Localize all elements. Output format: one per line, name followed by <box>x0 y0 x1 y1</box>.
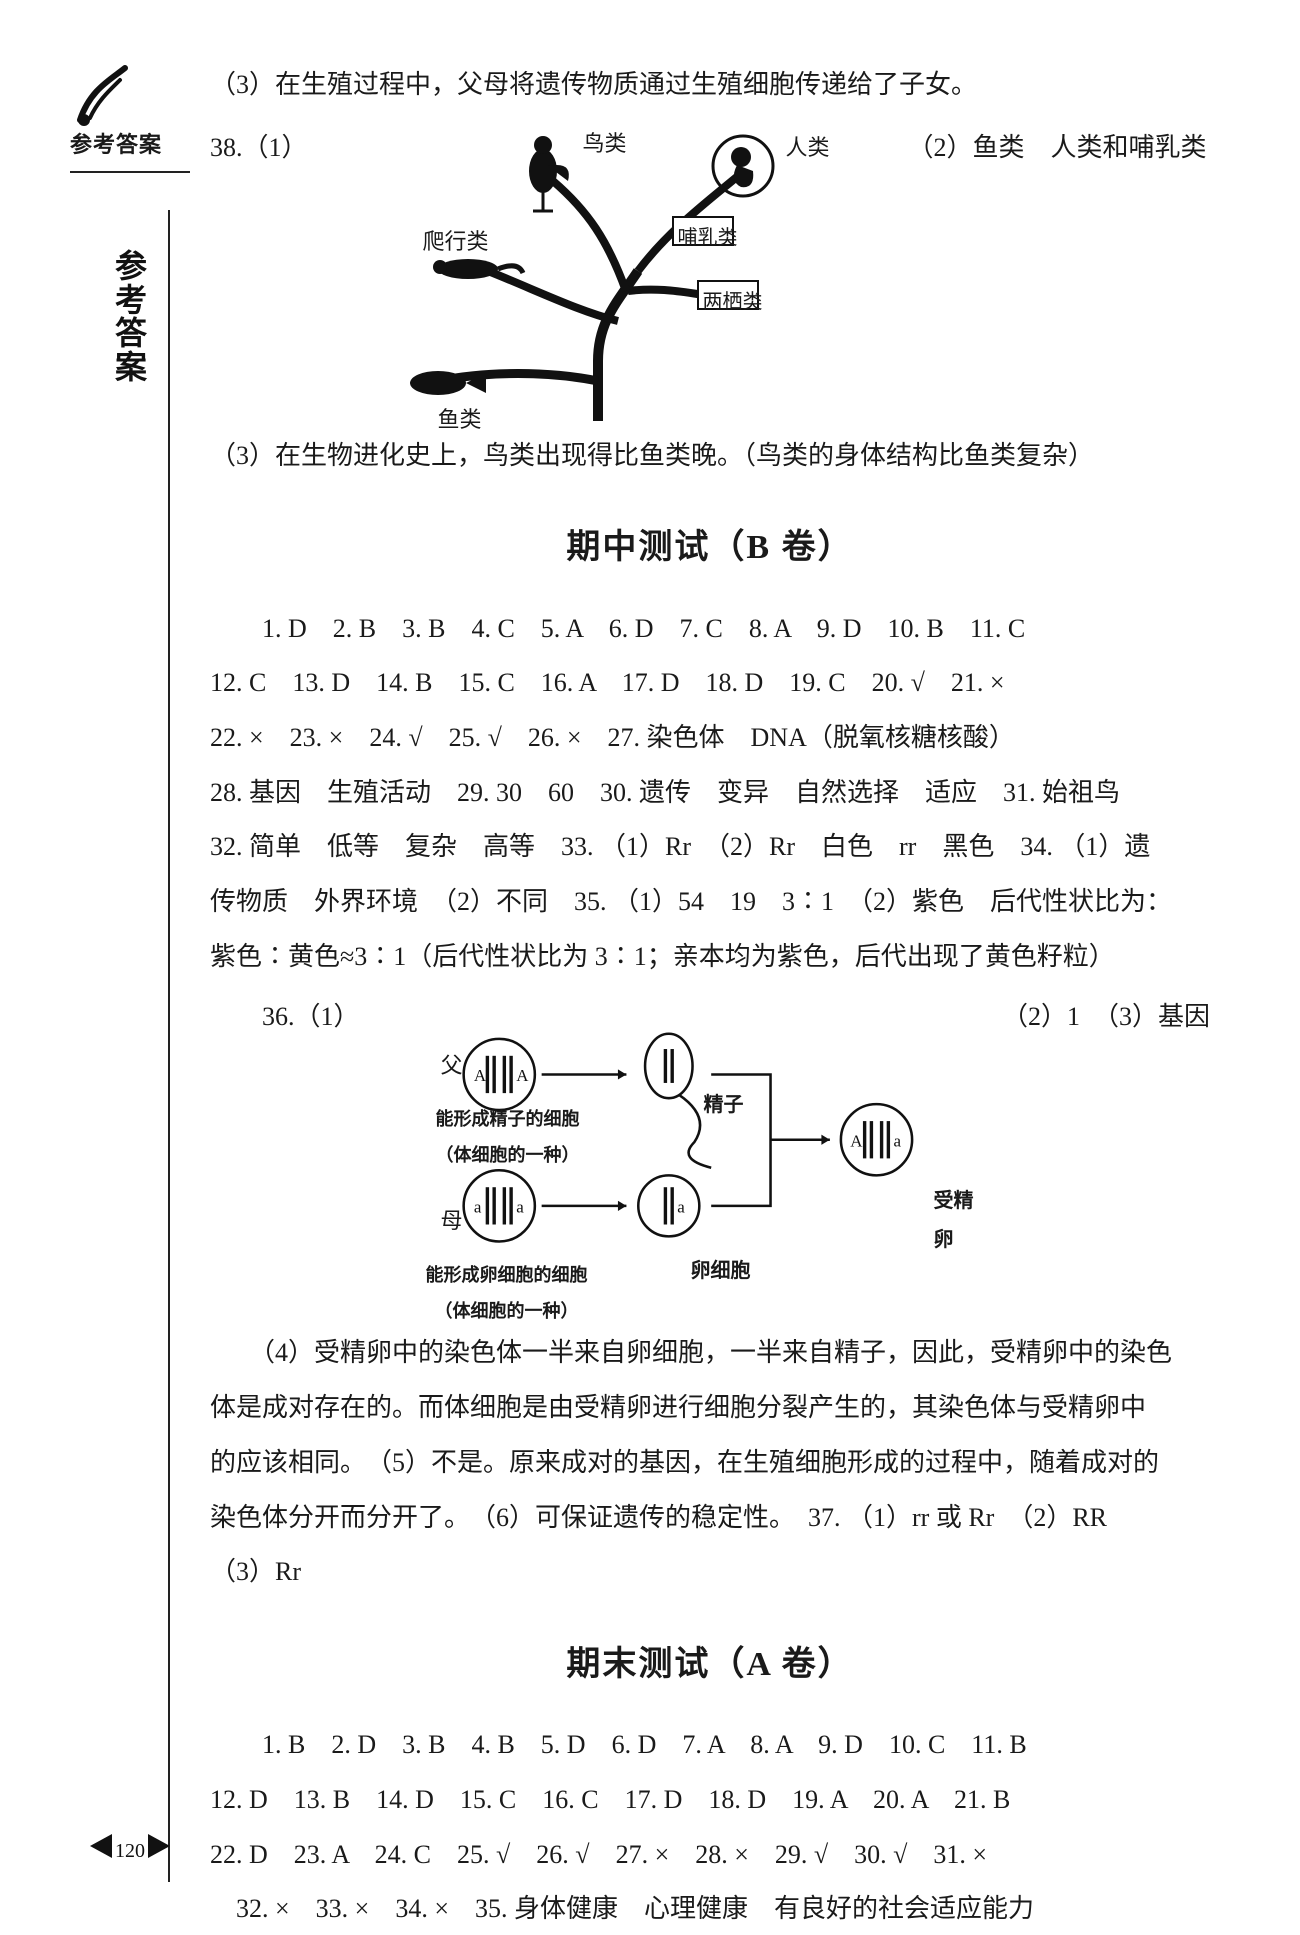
answer-line: （4）受精卵中的染色体一半来自卵细胞，一半来自精子，因此，受精卵中的染色 <box>210 1328 1210 1379</box>
svg-text:a: a <box>893 1132 901 1151</box>
final-a-title: 期末测试（A 卷） <box>210 1632 1210 1698</box>
midterm-b-title: 期中测试（B 卷） <box>210 515 1210 581</box>
answer-line: 1. D 2. B 3. B 4. C 5. A 6. D 7. C 8. A … <box>210 604 1210 655</box>
answer-37-3: （3）在生殖过程中，父母将遗传物质通过生殖细胞传递给了子女。 <box>210 60 1210 111</box>
side-tab: 参 考 答 案 <box>110 250 152 384</box>
svg-text:A: A <box>850 1132 863 1151</box>
answer-38-row: 38.（1） <box>210 115 1210 431</box>
answer-36-lead: 36.（1） <box>210 986 366 1043</box>
fig2-label-sperm-cell: 能形成精子的细胞 （体细胞的一种） <box>436 1102 580 1172</box>
answer-line: 紫色∶黄色≈3∶1（后代性状比为 3∶1；亲本均为紫色，后代出现了黄色籽粒） <box>210 932 1210 983</box>
side-tab-char: 考 <box>110 284 152 318</box>
answer-36-row: 36.（1） A A a <box>210 986 1210 1328</box>
corner-underline <box>70 171 190 173</box>
fig1-label-human: 人类 <box>786 127 830 170</box>
answer-38-3: （3）在生物进化史上，鸟类出现得比鱼类晚。（鸟类的身体结构比鱼类复杂） <box>210 431 1210 482</box>
corner-badge: 参考答案 <box>70 60 220 170</box>
fig2-label-father: 父 <box>441 1045 463 1088</box>
answer-line: （3）Rr <box>210 1547 1210 1598</box>
side-tab-char: 答 <box>110 317 152 351</box>
svg-text:A: A <box>473 1067 486 1086</box>
corner-label: 参考答案 <box>70 124 220 167</box>
fertilization-diagram: A A a a <box>406 990 982 1320</box>
answer-line: 12. C 13. D 14. B 15. C 16. A 17. D 18. … <box>210 658 1210 709</box>
answer-line: 22. × 23. × 24. √ 25. √ 26. × 27. 染色体 DN… <box>210 713 1210 764</box>
content: （3）在生殖过程中，父母将遗传物质通过生殖细胞传递给了子女。 38.（1） <box>210 60 1210 1935</box>
fig2-label-egg-cell: 能形成卵细胞的细胞 （体细胞的一种） <box>426 1258 588 1328</box>
side-tab-char: 案 <box>110 351 152 385</box>
fig1-label-reptile: 爬行类 <box>423 221 489 264</box>
answer-line: 体是成对存在的。而体细胞是由受精卵进行细胞分裂产生的，其染色体与受精卵中 <box>210 1383 1210 1434</box>
answer-38-after: （2）鱼类 人类和哺乳类 <box>908 115 1207 174</box>
answer-line: 32. 简单 低等 复杂 高等 33. （1）Rr （2）Rr 白色 rr 黑色… <box>210 822 1210 873</box>
answer-line: 1. B 2. D 3. B 4. B 5. D 6. D 7. A 8. A … <box>210 1720 1210 1771</box>
answer-line: 12. D 13. B 14. D 15. C 16. C 17. D 18. … <box>210 1775 1210 1826</box>
answer-line: 28. 基因 生殖活动 29. 30 60 30. 遗传 变异 自然选择 适应 … <box>210 768 1210 819</box>
evolution-tree-figure: 鸟类 人类 哺乳类 爬行类 两栖类 鱼类 <box>368 121 888 421</box>
brush-icon <box>70 60 140 130</box>
answer-38-lead: 38.（1） <box>210 115 308 174</box>
answer-line: 染色体分开而分开了。 （6）可保证遗传的稳定性。 37. （1）rr 或 Rr … <box>210 1493 1210 1544</box>
final-a-answers: 1. B 2. D 3. B 4. B 5. D 6. D 7. A 8. A … <box>210 1720 1210 1935</box>
fig1-label-bird: 鸟类 <box>583 123 627 166</box>
svg-text:a: a <box>677 1198 685 1217</box>
page-number: 120 <box>90 1832 170 1871</box>
fig1-label-fish: 鱼类 <box>438 399 482 442</box>
fig1-label-amphibian: 两栖类 <box>703 283 763 322</box>
left-vertical-rule <box>168 210 170 1882</box>
fig2-label-mother: 母 <box>441 1200 463 1243</box>
side-tab-char: 参 <box>110 250 152 284</box>
answer-line: 传物质 外界环境 （2）不同 35. （1）54 19 3∶1 （2）紫色 后代… <box>210 877 1210 928</box>
fig2-label-zygote: 受精卵 <box>934 1182 982 1260</box>
answer-line: 32. × 33. × 34. × 35. 身体健康 心理健康 有良好的社会适应… <box>210 1884 1210 1935</box>
page: 参考答案 参 考 答 案 120 （3）在生殖过程中，父母将遗传物质通过生殖细胞… <box>0 0 1300 1932</box>
svg-text:a: a <box>516 1198 524 1217</box>
midterm-b-answers: 1. D 2. B 3. B 4. C 5. A 6. D 7. C 8. A … <box>210 604 1210 983</box>
midterm-b-tail: （4）受精卵中的染色体一半来自卵细胞，一半来自精子，因此，受精卵中的染色 体是成… <box>210 1328 1210 1597</box>
answer-36-after: （2）1 （3）基因 <box>1002 986 1210 1043</box>
fig2-label-sperm: 精子 <box>704 1086 744 1125</box>
answer-line: 22. D 23. A 24. C 25. √ 26. √ 27. × 28. … <box>210 1830 1210 1881</box>
fig1-label-mammal: 哺乳类 <box>678 219 738 258</box>
page-number-badge: 120 <box>90 1825 170 1876</box>
fig2-label-egg: 卵细胞 <box>691 1252 751 1291</box>
answer-line: 的应该相同。 （5）不是。原来成对的基因，在生殖细胞形成的过程中，随着成对的 <box>210 1438 1210 1489</box>
svg-text:A: A <box>516 1067 529 1086</box>
svg-text:a: a <box>473 1198 481 1217</box>
